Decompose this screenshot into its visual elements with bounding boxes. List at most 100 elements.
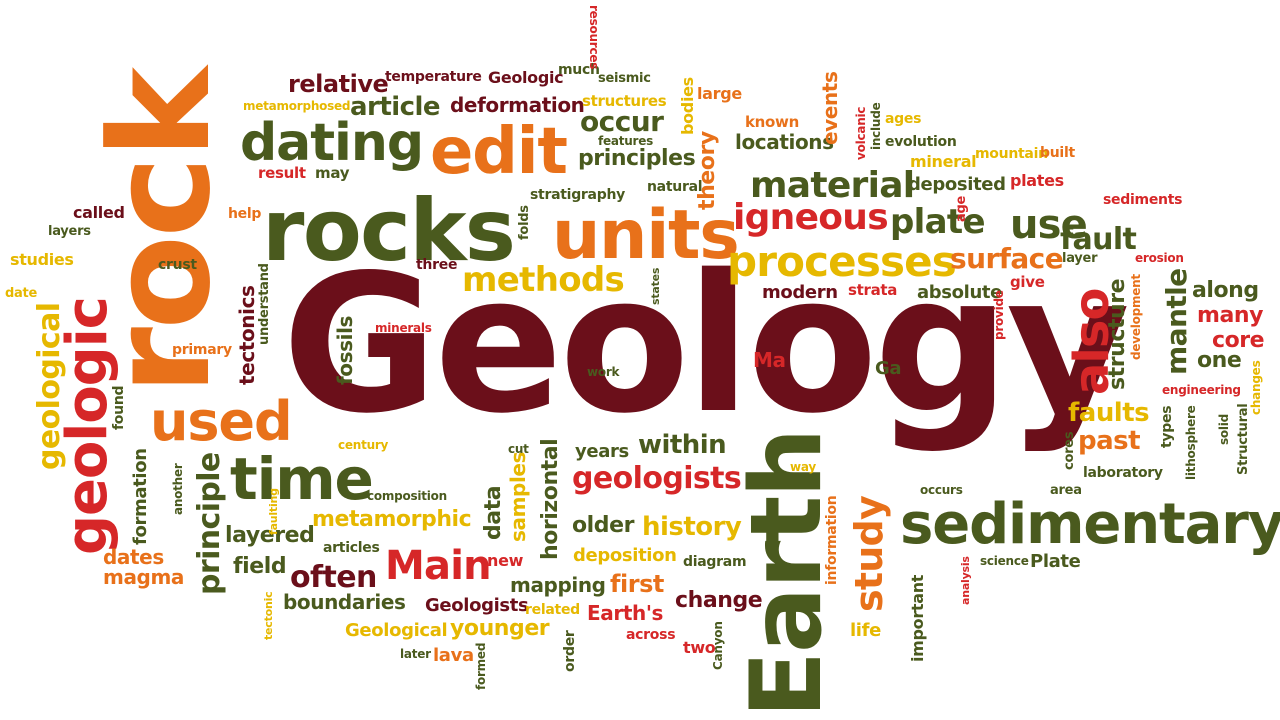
cloud-word: studies [10,250,74,269]
cloud-word: plate [890,202,986,242]
cloud-word: known [745,113,799,131]
cloud-word: time [230,445,374,513]
cloud-word: cores [1062,431,1077,470]
cloud-word: science [980,554,1029,568]
cloud-word: Earth [730,429,844,718]
cloud-word: magma [103,565,184,589]
cloud-word: century [338,438,389,452]
cloud-word: minerals [375,321,432,335]
cloud-word: articles [323,540,380,556]
cloud-word: surface [950,242,1064,275]
cloud-word: edit [430,115,568,189]
cloud-word: laboratory [1083,465,1163,481]
cloud-word: geological [32,302,67,470]
cloud-word: metamorphosed [243,99,351,113]
cloud-word: folds [517,205,532,240]
cloud-word: important [908,574,927,662]
cloud-word: change [675,588,763,613]
cloud-word: structure [1105,278,1130,390]
cloud-word: absolute [917,282,1003,303]
cloud-word: deposited [908,174,1006,195]
cloud-word: faults [1068,398,1150,428]
cloud-word: often [290,560,377,595]
cloud-word: understand [257,263,272,345]
cloud-word: faulting [267,488,280,535]
cloud-word: theory [695,131,720,210]
cloud-word: tectonics [235,285,259,385]
cloud-word: two [683,638,716,657]
cloud-word: area [1050,483,1082,498]
cloud-word: rocks [262,181,516,281]
cloud-word: evolution [885,134,957,150]
cloud-word: occurs [920,483,963,497]
cloud-word: Canyon [711,621,725,670]
cloud-word: strata [848,281,898,299]
cloud-word: geologic [55,297,120,555]
cloud-word: built [1040,145,1075,161]
cloud-word: mineral [910,152,977,171]
cloud-word: layers [48,224,91,239]
cloud-word: large [697,84,742,103]
cloud-word: deposition [573,545,677,566]
cloud-word: events [818,71,842,145]
cloud-word: material [750,165,915,206]
cloud-word: plates [1010,171,1064,190]
cloud-word: one [1197,348,1242,373]
cloud-word: diagram [683,554,747,570]
cloud-word: sedimentary [900,492,1280,557]
cloud-word: older [572,513,634,538]
cloud-word: stratigraphy [530,187,625,203]
cloud-word: provide [992,290,1006,340]
cloud-word: Earth's [587,601,664,625]
cloud-word: samples [506,451,530,542]
cloud-word: formed [474,642,488,690]
cloud-word: structures [582,92,667,110]
cloud-word: called [73,203,125,222]
cloud-word: related [525,602,580,618]
cloud-word: data [481,485,506,540]
cloud-word: dates [103,545,164,569]
cloud-word: occur [580,105,664,138]
cloud-word: tectonic [262,591,275,640]
cloud-word: temperature [385,69,482,85]
cloud-word: natural [647,179,703,195]
cloud-word: use [1010,202,1088,248]
cloud-word: past [1078,426,1141,456]
cloud-word: order [562,630,578,672]
cloud-word: modern [762,282,838,303]
cloud-word: Plate [1030,551,1081,572]
cloud-word: principle [192,452,227,595]
cloud-word: much [558,62,600,78]
cloud-word: Ma [753,348,786,372]
cloud-word: dating [240,113,424,173]
cloud-word: analysis [959,556,972,605]
cloud-word: formation [130,448,151,545]
cloud-word: Geologic [488,68,564,87]
cloud-word: processes [727,237,957,286]
cloud-word: seismic [598,71,651,86]
cloud-word: sediments [1103,192,1183,208]
cloud-word: crust [158,257,197,273]
cloud-word: locations [735,130,834,154]
cloud-word: layer [1062,251,1098,266]
cloud-word: three [416,257,458,273]
cloud-word: geologists [572,461,742,496]
cloud-word: across [626,627,676,643]
cloud-word: Ga [875,358,902,379]
cloud-word: article [350,92,441,122]
cloud-word: within [638,430,727,460]
cloud-word: later [400,647,431,661]
cloud-word: mapping [510,573,606,597]
cloud-word: Geological [345,620,448,641]
cloud-word: Geologists [425,595,529,616]
cloud-word: may [315,164,350,182]
cloud-word: along [1192,278,1259,303]
cloud-word: include [869,102,883,150]
cloud-word: types [1159,405,1175,448]
cloud-word: lithosphere [1184,405,1198,480]
cloud-word: boundaries [283,590,406,614]
cloud-word: igneous [733,197,889,238]
cloud-word: way [790,460,816,474]
cloud-word: solid [1217,413,1231,445]
cloud-word: used [150,390,293,453]
